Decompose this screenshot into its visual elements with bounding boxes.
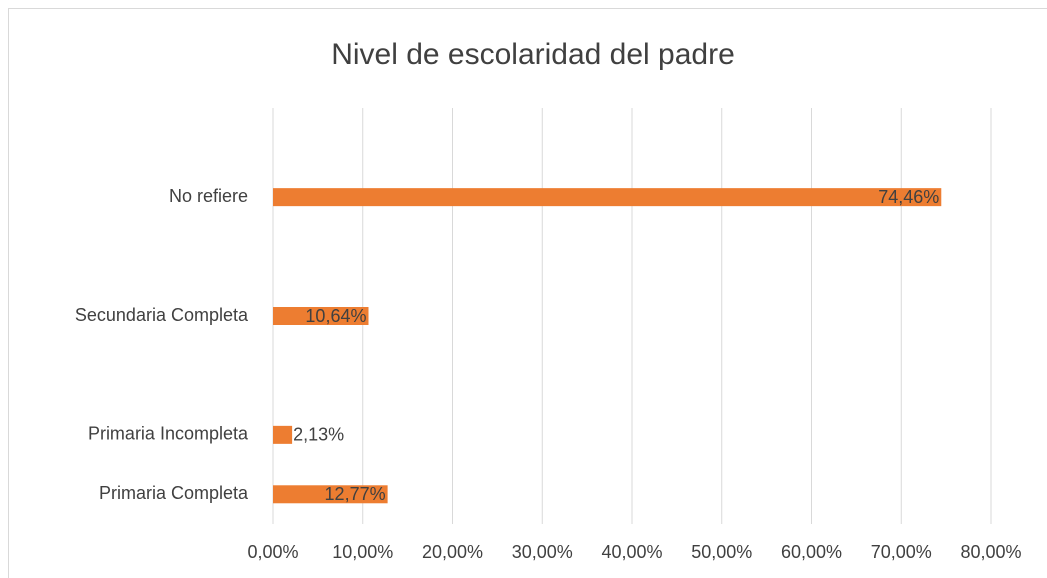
bar	[273, 188, 942, 207]
x-tick-label: 30,00%	[512, 542, 573, 562]
bar	[273, 307, 369, 325]
y-tick-label: No refiere	[169, 186, 248, 206]
x-tick-label: 20,00%	[422, 542, 483, 562]
x-tick-label: 80,00%	[960, 542, 1021, 562]
data-label: 2,13%	[293, 425, 344, 445]
y-tick-label: Primaria Completa	[99, 483, 249, 503]
x-tick-label: 70,00%	[871, 542, 932, 562]
y-tick-label: Secundaria Completa	[75, 305, 249, 325]
y-tick-label: Primaria Incompleta	[88, 424, 249, 444]
bar	[273, 485, 388, 504]
x-tick-label: 50,00%	[691, 542, 752, 562]
data-label: 10,64%	[305, 306, 366, 326]
x-tick-label: 10,00%	[332, 542, 393, 562]
chart-frame	[8, 8, 1047, 578]
x-tick-label: 40,00%	[601, 542, 662, 562]
data-label: 74,46%	[878, 187, 939, 207]
bar	[273, 425, 293, 444]
x-tick-label: 0,00%	[247, 542, 298, 562]
chart-title: Nivel de escolaridad del padre	[331, 38, 735, 71]
data-label: 12,77%	[325, 484, 386, 504]
x-tick-label: 60,00%	[781, 542, 842, 562]
